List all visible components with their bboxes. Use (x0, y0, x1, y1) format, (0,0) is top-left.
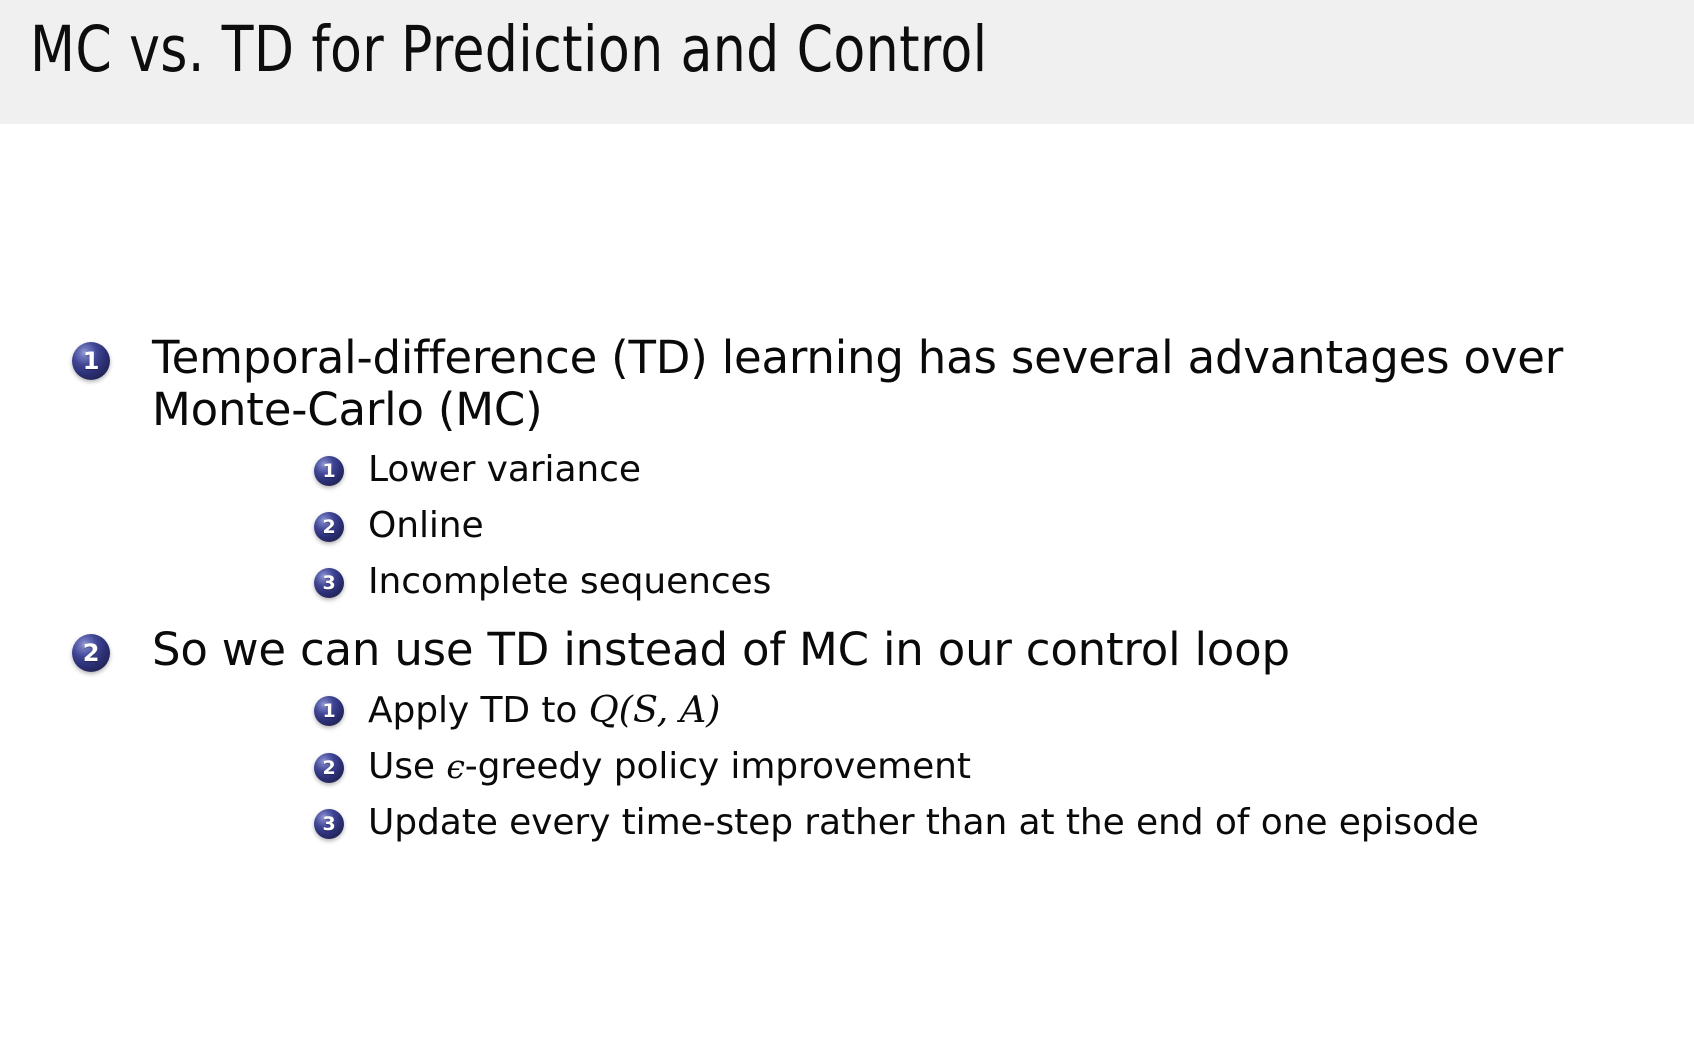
list-item: 1 Temporal-difference (TD) learning has … (0, 331, 1694, 610)
numbered-bullet-icon: 1 (314, 456, 344, 487)
math-expression-q-s-a: Q(S, A) (588, 687, 721, 731)
list-item: 3 Incomplete sequences (260, 554, 1694, 610)
epsilon-symbol: ϵ (446, 746, 465, 786)
list-item-label: So we can use TD instead of MC in our co… (152, 622, 1290, 676)
list-item: 3 Update every time-step rather than at … (260, 795, 1694, 851)
page-title: MC vs. TD for Prediction and Control (30, 13, 988, 86)
list-item-text-before: Use (368, 745, 447, 787)
numbered-bullet-icon: 1 (72, 342, 110, 380)
slide-content-area: 1 Temporal-difference (TD) learning has … (0, 124, 1694, 1042)
list-item-label: Apply TD to Q(S, A) (368, 682, 1694, 739)
list-item: 1 Apply TD to Q(S, A) (260, 682, 1694, 739)
list-item-label: Online (368, 505, 484, 547)
outline-list-level-2: 1 Apply TD to Q(S, A) 2 Use ϵ-greedy pol… (260, 682, 1694, 851)
numbered-bullet-icon: 3 (314, 808, 344, 839)
numbered-bullet-icon: 2 (314, 752, 344, 783)
outline-list-level-2: 1 Lower variance 2 Online 3 Incomplete s… (260, 442, 1694, 609)
slide-title-bar: MC vs. TD for Prediction and Control (0, 0, 1694, 124)
list-item-text-after: -greedy policy improvement (464, 745, 971, 787)
outline-list-level-1: 1 Temporal-difference (TD) learning has … (0, 331, 1694, 851)
list-item: 2 Use ϵ-greedy policy improvement (260, 739, 1694, 795)
list-item-label: Temporal-difference (TD) learning has se… (152, 331, 1564, 437)
list-item-label: Lower variance (368, 449, 641, 491)
list-item-text: Apply TD to (368, 689, 589, 731)
numbered-bullet-icon: 2 (72, 633, 110, 672)
numbered-bullet-icon: 3 (314, 567, 344, 598)
list-item-label: Update every time-step rather than at th… (368, 801, 1479, 843)
list-item: 2 Online (260, 498, 1694, 554)
list-item-label: Use ϵ-greedy policy improvement (368, 739, 1694, 795)
list-item: 2 So we can use TD instead of MC in our … (0, 622, 1694, 851)
numbered-bullet-icon: 2 (314, 512, 344, 543)
list-item: 1 Lower variance (260, 442, 1694, 498)
numbered-bullet-icon: 1 (314, 695, 344, 726)
list-item-label: Incomplete sequences (368, 560, 772, 602)
